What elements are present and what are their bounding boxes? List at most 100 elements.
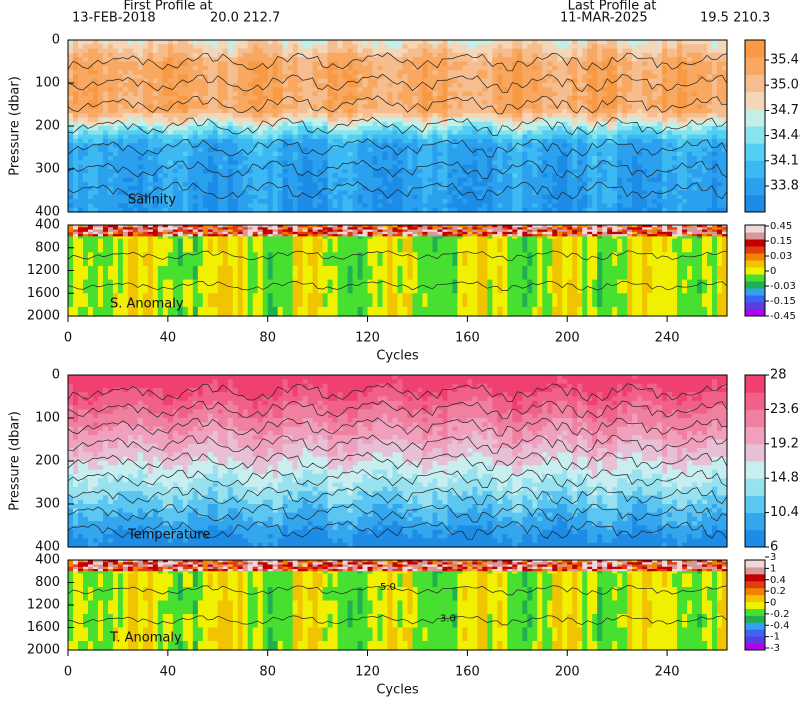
field-cell bbox=[298, 44, 304, 58]
field-cell bbox=[562, 109, 568, 118]
field-cell bbox=[692, 236, 698, 316]
field-cell bbox=[138, 169, 144, 174]
field-cell bbox=[158, 44, 164, 62]
field-cell bbox=[158, 113, 164, 122]
field-cell bbox=[427, 117, 433, 126]
field-cell bbox=[577, 232, 583, 237]
field-cell bbox=[93, 195, 99, 209]
field-cell bbox=[672, 239, 678, 253]
field-cell bbox=[492, 122, 498, 127]
field-cell bbox=[497, 465, 503, 491]
field-cell bbox=[323, 574, 329, 588]
field-cell bbox=[93, 418, 99, 423]
field-cell bbox=[293, 266, 299, 280]
field-cell bbox=[452, 92, 458, 101]
field-cell bbox=[193, 70, 199, 92]
field-cell bbox=[113, 409, 119, 427]
field-cell bbox=[482, 92, 488, 101]
field-cell bbox=[98, 113, 104, 118]
field-cell bbox=[682, 526, 688, 544]
field-cell bbox=[318, 199, 324, 204]
field-cell bbox=[88, 641, 94, 651]
field-cell bbox=[702, 152, 708, 157]
field-cell bbox=[328, 40, 334, 54]
field-cell bbox=[432, 96, 438, 114]
field-cell bbox=[532, 92, 538, 106]
field-cell bbox=[587, 66, 593, 75]
field-cell bbox=[298, 508, 304, 530]
field-cell bbox=[243, 500, 249, 522]
field-cell bbox=[68, 225, 74, 232]
field-cell bbox=[547, 117, 553, 126]
field-cell bbox=[333, 122, 339, 127]
field-cell bbox=[682, 40, 688, 45]
field-cell bbox=[457, 126, 463, 131]
field-cell bbox=[168, 457, 174, 471]
x-tick-label: 80 bbox=[259, 331, 276, 346]
field-cell bbox=[268, 293, 274, 316]
field-cell bbox=[487, 397, 493, 423]
field-cell bbox=[108, 562, 114, 567]
field-cell bbox=[378, 203, 384, 208]
field-cell bbox=[358, 495, 364, 500]
field-cell bbox=[178, 435, 184, 453]
field-cell bbox=[258, 156, 264, 200]
field-cell bbox=[607, 156, 613, 161]
field-cell bbox=[612, 521, 618, 539]
field-cell bbox=[697, 165, 703, 179]
field-cell bbox=[712, 508, 718, 513]
field-cell bbox=[333, 40, 339, 54]
field-cell bbox=[83, 57, 89, 62]
field-cell bbox=[368, 62, 374, 110]
field-cell bbox=[592, 165, 598, 213]
field-cell bbox=[178, 562, 184, 567]
field-cell bbox=[193, 195, 199, 200]
field-cell bbox=[627, 444, 633, 458]
field-cell bbox=[393, 113, 399, 118]
field-cell bbox=[492, 126, 498, 135]
field-cell bbox=[328, 96, 334, 101]
field-cell bbox=[482, 440, 488, 458]
field-cell bbox=[607, 401, 613, 423]
field-cell bbox=[313, 92, 319, 97]
field-cell bbox=[128, 40, 134, 45]
y-tick-label: 2000 bbox=[27, 309, 60, 324]
field-cell bbox=[592, 478, 598, 487]
field-cell bbox=[183, 130, 189, 139]
colorbar-swatch bbox=[745, 195, 765, 213]
field-cell bbox=[123, 83, 129, 88]
field-cell bbox=[248, 236, 254, 316]
field-cell bbox=[562, 521, 568, 547]
field-cell bbox=[118, 100, 124, 105]
field-cell bbox=[607, 130, 613, 139]
field-cell bbox=[652, 203, 658, 208]
field-cell bbox=[697, 280, 703, 294]
field-cell bbox=[547, 203, 553, 208]
field-cell bbox=[582, 40, 588, 45]
field-cell bbox=[662, 83, 668, 88]
field-cell bbox=[697, 53, 703, 75]
field-cell bbox=[487, 122, 493, 127]
field-cell bbox=[323, 191, 329, 196]
field-cell bbox=[707, 266, 713, 317]
field-cell bbox=[273, 40, 279, 54]
field-cell bbox=[612, 487, 618, 509]
field-cell bbox=[707, 236, 713, 253]
field-cell bbox=[223, 160, 229, 212]
field-cell bbox=[507, 538, 513, 547]
field-cell bbox=[687, 266, 693, 280]
field-cell bbox=[712, 405, 718, 419]
field-cell bbox=[587, 100, 593, 105]
field-cell bbox=[697, 130, 703, 135]
field-cell bbox=[178, 232, 184, 237]
field-cell bbox=[113, 500, 119, 518]
field-cell bbox=[407, 293, 413, 316]
field-cell bbox=[303, 379, 309, 384]
field-cell bbox=[368, 122, 374, 127]
field-cell bbox=[338, 109, 344, 118]
field-cell bbox=[472, 160, 478, 186]
field-cell bbox=[198, 641, 204, 651]
field-cell bbox=[657, 44, 663, 53]
field-cell bbox=[412, 375, 418, 393]
field-cell bbox=[348, 470, 354, 496]
